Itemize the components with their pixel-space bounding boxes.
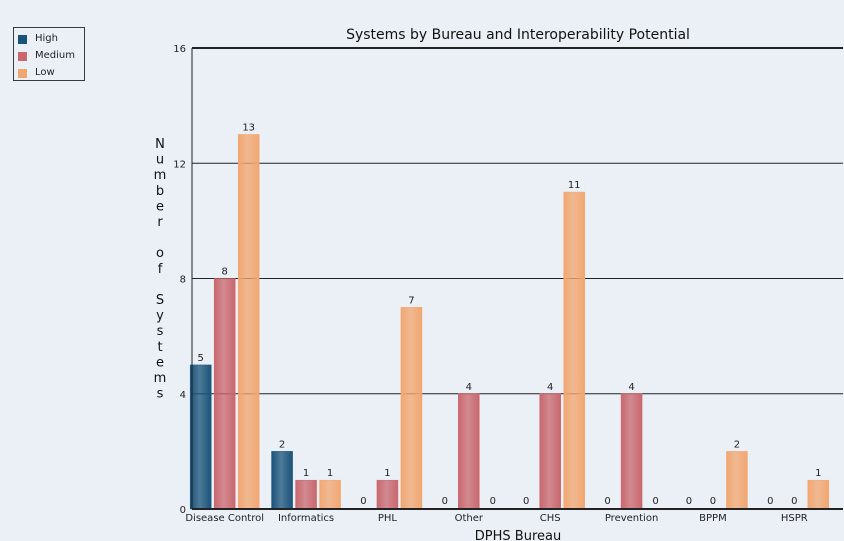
legend-label: Low [35, 67, 55, 78]
legend-swatch-low [18, 69, 27, 78]
y-axis-title-char: r [157, 215, 163, 230]
y-tick-label: 12 [173, 159, 186, 170]
x-tick-label: HSPR [781, 513, 808, 524]
x-tick-label: Disease Control [185, 513, 264, 524]
data-label: 4 [466, 382, 472, 393]
y-axis-title-char: m [154, 168, 167, 183]
bar-low [726, 451, 748, 510]
legend-label: Medium [35, 50, 75, 61]
data-label: 1 [303, 468, 309, 479]
bar-medium [458, 393, 480, 510]
data-label: 1 [327, 468, 333, 479]
y-axis-title-char: u [156, 153, 164, 168]
data-label: 0 [791, 496, 797, 507]
data-label: 0 [490, 496, 496, 507]
y-tick-label: 4 [180, 390, 186, 401]
bar-low [807, 479, 830, 510]
data-label: 1 [815, 468, 821, 479]
data-label: 5 [198, 353, 204, 364]
chart-title: Systems by Bureau and Interoperability P… [346, 27, 690, 43]
y-tick-label: 0 [180, 505, 186, 516]
data-label: 4 [628, 382, 634, 393]
data-label: 0 [604, 496, 610, 507]
data-label: 0 [523, 496, 529, 507]
y-axis-title-char: o [156, 246, 164, 261]
data-label: 0 [686, 496, 692, 507]
data-label: 0 [767, 496, 773, 507]
y-axis-title-char: S [156, 293, 164, 308]
data-label: 1 [384, 468, 390, 479]
data-label: 11 [568, 180, 581, 191]
y-axis-title-char: N [155, 137, 165, 152]
data-label: 7 [408, 295, 414, 306]
y-axis-title-char: s [157, 387, 164, 402]
x-tick-label: CHS [540, 513, 561, 524]
data-label: 0 [652, 496, 658, 507]
data-label: 0 [442, 496, 448, 507]
x-tick-label: Other [455, 513, 484, 524]
bar-high [271, 451, 293, 510]
data-label: 0 [360, 496, 366, 507]
y-axis-title-char: t [157, 340, 162, 355]
x-tick-label: Informatics [278, 513, 334, 524]
data-label: 8 [222, 267, 228, 278]
bar-low [237, 134, 260, 510]
bar-low [563, 191, 585, 510]
y-axis-title-char: e [156, 199, 164, 214]
x-axis-title: DPHS Bureau [475, 529, 561, 541]
y-axis-title-char: e [156, 355, 164, 370]
bars [189, 134, 830, 510]
bar-low [319, 479, 341, 510]
legend-swatch-medium [18, 52, 27, 61]
legend: High Medium Low [13, 27, 85, 81]
data-label: 4 [547, 382, 553, 393]
bar-medium [376, 479, 399, 510]
y-axis-title-char: s [157, 324, 164, 339]
y-axis-title-char: b [156, 184, 164, 199]
y-axis-title-char: m [154, 371, 167, 386]
legend-swatch-high [18, 35, 27, 44]
y-axis-title-char: f [158, 262, 163, 277]
data-label: 2 [279, 439, 285, 450]
data-label: 0 [710, 496, 716, 507]
y-tick-label: 16 [173, 44, 186, 55]
x-tick-label: Prevention [605, 513, 658, 524]
x-tick-label: PHL [378, 513, 398, 524]
data-label: 2 [734, 439, 740, 450]
bar-medium [295, 479, 317, 510]
y-axis-title-char: y [156, 309, 164, 324]
bar-medium [213, 278, 236, 510]
y-tick-label: 8 [180, 275, 186, 286]
bar-medium [620, 393, 643, 510]
grid-lines [192, 47, 843, 510]
data-label: 13 [242, 122, 255, 133]
bar-medium [539, 393, 561, 510]
bar-high [189, 364, 212, 510]
bar-low [400, 307, 423, 510]
x-tick-label: BPPM [699, 513, 727, 524]
legend-label: High [35, 33, 58, 44]
